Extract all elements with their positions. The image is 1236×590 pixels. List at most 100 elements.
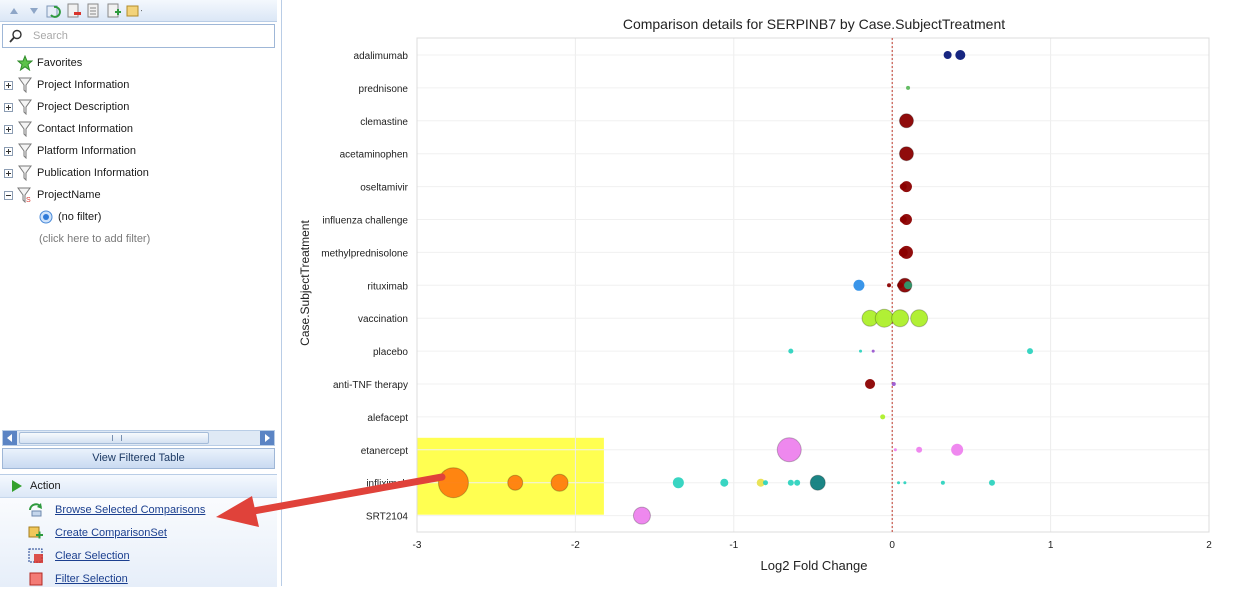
data-point: [550, 473, 569, 492]
filter-active-icon: S: [17, 187, 33, 203]
clear-selection-link[interactable]: Clear Selection: [55, 549, 130, 562]
data-point: [906, 85, 911, 90]
tree-item-no-filter[interactable]: (no filter): [0, 206, 277, 228]
y-tick-label: influenza challenge: [322, 216, 408, 227]
create-comparisonset-link[interactable]: Create ComparisonSet: [55, 526, 167, 539]
data-point: [898, 146, 914, 162]
scroll-grip-icon: [112, 435, 122, 441]
filter-tree: Favorites Project Information Project De…: [0, 52, 277, 250]
y-tick-label: vaccination: [358, 314, 408, 325]
tree-item-label: Platform Information: [37, 145, 137, 157]
add-filter-hint-label: (click here to add filter): [39, 233, 151, 245]
create-comparisonset-item[interactable]: Create ComparisonSet: [0, 521, 277, 544]
chart-area: -3 -2 -1 0 1 2 adalimumab prednisone clemastine…: [283, 0, 1236, 586]
x-tick-label: -3: [413, 540, 422, 551]
data-point: [955, 50, 966, 60]
y-tick-label: SRT2104: [366, 512, 409, 523]
tree-item-projectname[interactable]: S ProjectName: [0, 184, 277, 206]
data-point: [776, 437, 802, 463]
browse-selected-comparisons-item[interactable]: Browse Selected Comparisons: [0, 498, 277, 521]
svg-text:S: S: [26, 197, 31, 203]
data-point: [756, 478, 765, 487]
data-point: [910, 309, 929, 328]
scroll-left-icon[interactable]: [3, 431, 17, 445]
data-point: [720, 478, 729, 487]
y-tick-label: alefacept: [367, 413, 408, 424]
collapse-icon[interactable]: [4, 190, 13, 200]
y-tick-label: adalimumab: [354, 51, 409, 62]
data-point: [887, 283, 892, 288]
data-point: [1027, 348, 1034, 355]
options-icon[interactable]: [126, 3, 142, 19]
view-filtered-table-button[interactable]: View Filtered Table: [2, 448, 275, 469]
data-point: [988, 479, 995, 486]
data-point: [940, 480, 945, 485]
data-point: [794, 479, 801, 486]
data-point: [787, 479, 794, 486]
star-icon: [17, 55, 33, 71]
add-filter-icon[interactable]: [106, 3, 122, 19]
move-up-icon[interactable]: [6, 3, 22, 19]
filter-toolbar: [0, 0, 277, 22]
tree-item-label: Publication Information: [37, 167, 149, 179]
tree-item-contact-information[interactable]: Contact Information: [0, 118, 277, 140]
expand-icon[interactable]: [4, 80, 13, 90]
x-axis-label: Log2 Fold Change: [761, 558, 868, 573]
browse-selected-comparisons-link[interactable]: Browse Selected Comparisons: [55, 503, 206, 516]
filter-selection-icon: [28, 571, 44, 587]
clear-selection-item[interactable]: Clear Selection: [0, 544, 277, 567]
y-tick-label: rituximab: [367, 281, 408, 292]
browse-icon: [28, 502, 44, 518]
data-point: [809, 474, 826, 491]
search-box[interactable]: [2, 24, 275, 48]
data-point: [874, 308, 894, 328]
filter-selection-link[interactable]: Filter Selection: [55, 572, 128, 585]
y-tick-label: methylprednisolone: [321, 248, 408, 259]
filter-icon: [17, 99, 33, 115]
data-point: [891, 382, 896, 386]
filter-icon: [17, 121, 33, 137]
filter-icon: [17, 77, 33, 93]
scrollbar-thumb[interactable]: [19, 432, 209, 444]
data-point: [916, 446, 923, 453]
data-point: [871, 349, 875, 353]
add-filter-hint[interactable]: (click here to add filter): [0, 228, 277, 250]
tree-item-platform-information[interactable]: Platform Information: [0, 140, 277, 162]
tree-item-favorites[interactable]: Favorites: [0, 52, 277, 74]
remove-filter-icon[interactable]: [66, 3, 82, 19]
filter-panel: Favorites Project Information Project De…: [0, 0, 282, 587]
data-point: [951, 443, 964, 456]
action-header[interactable]: Action: [0, 475, 277, 498]
y-tick-label: clemastine: [360, 117, 408, 128]
expand-icon[interactable]: [4, 146, 13, 156]
expand-icon[interactable]: [4, 168, 13, 178]
data-point: [898, 247, 908, 257]
tree-item-project-information[interactable]: Project Information: [0, 74, 277, 96]
scatter-chart[interactable]: -3 -2 -1 0 1 2 adalimumab prednisone clemastine…: [283, 0, 1236, 586]
horizontal-scrollbar[interactable]: [2, 430, 275, 446]
clear-selection-icon: [28, 548, 44, 564]
y-tick-label: infliximab: [366, 479, 408, 490]
expand-icon[interactable]: [4, 102, 13, 112]
y-tick-label: etanercept: [361, 446, 408, 457]
scroll-right-icon[interactable]: [260, 431, 274, 445]
data-point: [437, 467, 469, 499]
expand-icon[interactable]: [4, 124, 13, 134]
data-point: [891, 309, 910, 328]
chart-title: Comparison details for SERPINB7 by Case.…: [623, 16, 1005, 32]
data-point: [762, 480, 768, 486]
tree-item-publication-information[interactable]: Publication Information: [0, 162, 277, 184]
data-point: [943, 51, 952, 59]
data-point: [672, 477, 684, 489]
filter-selection-item[interactable]: Filter Selection: [0, 567, 277, 590]
data-point: [865, 379, 876, 389]
filter-table-icon[interactable]: [86, 3, 102, 19]
data-point: [507, 474, 524, 491]
search-input[interactable]: [31, 29, 265, 43]
filter-icon: [17, 165, 33, 181]
tree-item-project-description[interactable]: Project Description: [0, 96, 277, 118]
move-down-icon[interactable]: [26, 3, 42, 19]
refresh-icon[interactable]: [46, 3, 62, 19]
x-tick-label: 1: [1048, 540, 1054, 551]
y-tick-label: prednisone: [359, 84, 409, 95]
